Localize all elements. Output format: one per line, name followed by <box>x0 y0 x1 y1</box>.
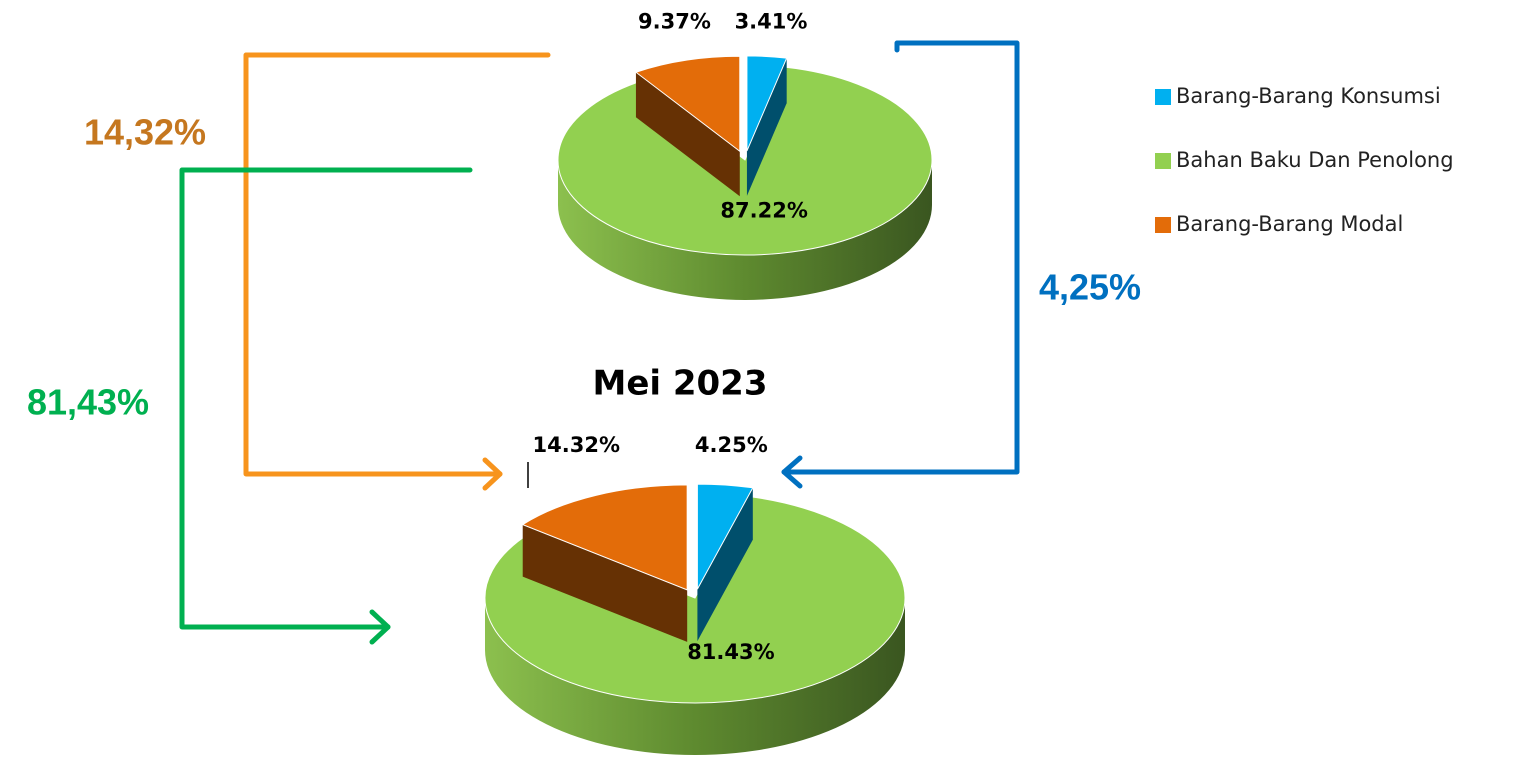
chart-title: Mei 2023 <box>592 364 767 404</box>
data-label: 3.41% <box>735 9 808 33</box>
slice-wall <box>485 598 905 755</box>
orange-connector <box>243 52 551 477</box>
legend-swatch <box>1155 153 1171 169</box>
blue-arrowhead <box>781 455 803 489</box>
data-label: 9.37% <box>638 9 711 33</box>
slice-side <box>635 72 740 197</box>
blue-connector <box>781 40 1020 475</box>
green-arrowhead <box>369 609 391 645</box>
slice-side <box>522 524 688 642</box>
annotation: 81,43% <box>27 382 149 423</box>
pie-slice <box>746 55 788 196</box>
slice-side <box>697 487 753 642</box>
legend-swatch <box>1155 217 1171 233</box>
pie-slice <box>557 66 933 300</box>
pie-slice <box>521 484 688 642</box>
slice-top <box>696 483 754 590</box>
slice-top <box>557 66 933 256</box>
pie-slice <box>634 55 741 197</box>
connectors <box>179 40 1020 645</box>
slice-top <box>521 484 688 591</box>
slice-top <box>634 55 741 153</box>
legend-label: Bahan Baku Dan Penolong <box>1176 148 1454 172</box>
annotation: 14,32% <box>84 112 206 153</box>
data-label: 4.25% <box>695 433 768 457</box>
data-label: 81.43% <box>687 640 774 664</box>
orange-arrowhead <box>482 457 503 491</box>
slice-top <box>746 55 788 152</box>
data-label: 14.32% <box>533 433 620 457</box>
legend-label: Barang-Barang Modal <box>1176 212 1403 236</box>
slice-wall <box>558 160 932 300</box>
legend-swatch <box>1155 89 1171 105</box>
annotation: 4,25% <box>1039 267 1141 308</box>
slice-top <box>484 496 906 704</box>
green-connector <box>179 167 473 630</box>
legend-label: Barang-Barang Konsumsi <box>1176 84 1441 108</box>
pie-slice <box>696 483 754 642</box>
data-label: 87.22% <box>720 198 807 222</box>
slice-side <box>746 58 787 196</box>
